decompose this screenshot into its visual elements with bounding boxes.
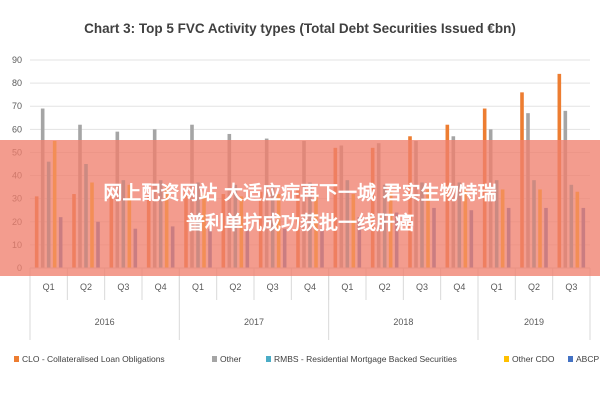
legend-label: CLO - Collateralised Loan Obligations [22, 354, 165, 364]
chart-title: Chart 3: Top 5 FVC Activity types (Total… [84, 21, 516, 36]
x-tick-label: Q1 [491, 282, 503, 292]
x-group-label: 2018 [393, 317, 413, 327]
x-tick-label: Q4 [155, 282, 167, 292]
x-group-label: 2019 [524, 317, 544, 327]
x-tick-label: Q2 [379, 282, 391, 292]
legend-swatch [212, 356, 217, 362]
y-tick-label: 60 [12, 124, 22, 134]
x-tick-label: Q2 [80, 282, 92, 292]
overlay-banner: 网上配资网站 大适应症再下一城 君实生物特瑞 普利单抗成功获批一线肝癌 [0, 140, 600, 276]
x-tick-label: Q1 [192, 282, 204, 292]
x-tick-label: Q3 [267, 282, 279, 292]
x-tick-label: Q1 [43, 282, 55, 292]
x-tick-label: Q3 [565, 282, 577, 292]
legend: CLO - Collateralised Loan Obligations Oth… [14, 354, 599, 364]
x-tick-label: Q2 [528, 282, 540, 292]
legend-label: RMBS - Residential Mortgage Backed Secur… [274, 354, 457, 364]
legend-swatch [14, 356, 19, 362]
x-tick-label: Q3 [416, 282, 428, 292]
legend-label: Other CDO [512, 354, 555, 364]
legend-swatch [568, 356, 573, 362]
x-tick-label: Q1 [341, 282, 353, 292]
y-tick-label: 70 [12, 101, 22, 111]
legend-swatch [504, 356, 509, 362]
x-group-label: 2016 [95, 317, 115, 327]
overlay-line-1: 网上配资网站 大适应症再下一城 君实生物特瑞 [103, 182, 497, 204]
x-tick-label: Q3 [117, 282, 129, 292]
legend-label: ABCP [576, 354, 599, 364]
x-tick-label: Q2 [229, 282, 241, 292]
x-tick-label: Q4 [304, 282, 316, 292]
legend-label: Other [220, 354, 241, 364]
x-group-label: 2017 [244, 317, 264, 327]
x-tick-label: Q4 [453, 282, 465, 292]
overlay-line-2: 普利单抗成功获批一线肝癌 [185, 212, 414, 234]
y-tick-label: 80 [12, 78, 22, 88]
legend-swatch [266, 356, 271, 362]
y-tick-label: 90 [12, 55, 22, 65]
x-axis: Q1 Q2 Q3 Q4 Q1 Q2 Q3 Q4 Q1 Q2 Q3 Q4 Q1 Q2 Q3 2016 2017 20… [29, 267, 591, 340]
